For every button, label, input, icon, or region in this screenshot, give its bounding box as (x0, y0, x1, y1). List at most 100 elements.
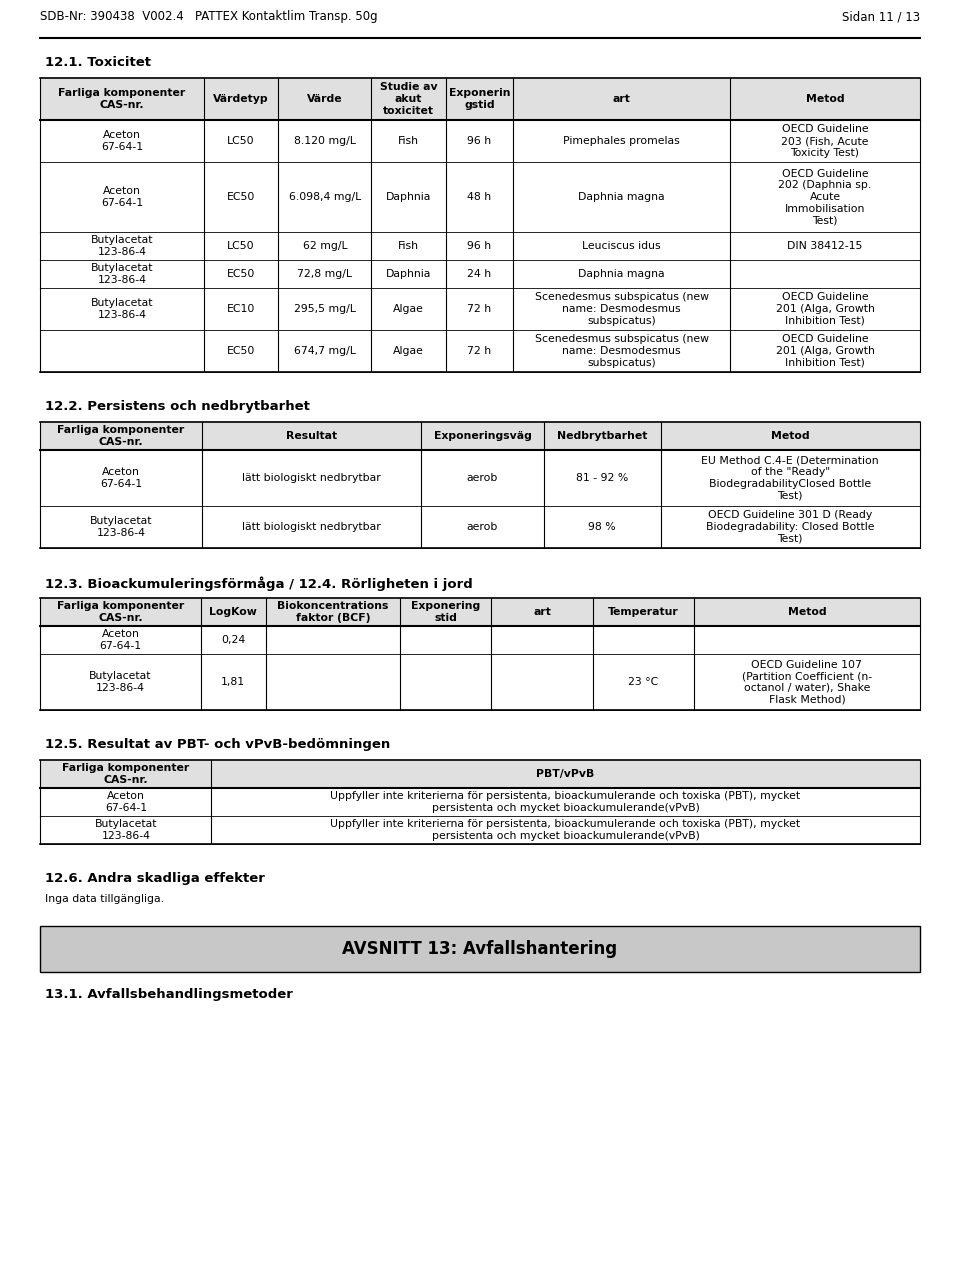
Text: LC50: LC50 (228, 241, 254, 251)
Bar (40, 232, 920, 260)
Text: 72 h: 72 h (468, 346, 492, 355)
Text: 12.6. Andra skadliga effekter: 12.6. Andra skadliga effekter (45, 872, 265, 885)
Text: Uppfyller inte kriterierna för persistenta, bioackumulerande och toxiska (PBT), : Uppfyller inte kriterierna för persisten… (330, 791, 801, 813)
Text: Farliga komponenter
CAS-nr.: Farliga komponenter CAS-nr. (62, 764, 189, 784)
Text: 48 h: 48 h (468, 192, 492, 202)
Text: Studie av
akut
toxicitet: Studie av akut toxicitet (380, 82, 438, 116)
Text: Butylacetat
123-86-4: Butylacetat 123-86-4 (95, 819, 157, 841)
Text: 12.5. Resultat av PBT- och vPvB-bedömningen: 12.5. Resultat av PBT- och vPvB-bedömnin… (45, 738, 391, 751)
Text: lätt biologiskt nedbrytbar: lätt biologiskt nedbrytbar (242, 522, 381, 532)
Text: Metod: Metod (771, 431, 809, 440)
Text: 6.098,4 mg/L: 6.098,4 mg/L (289, 192, 361, 202)
Text: Leuciscus idus: Leuciscus idus (583, 241, 661, 251)
Text: LC50: LC50 (228, 137, 254, 146)
Text: EC50: EC50 (227, 346, 255, 355)
Text: EC50: EC50 (227, 269, 255, 279)
Text: 8.120 mg/L: 8.120 mg/L (294, 137, 356, 146)
Text: Daphnia magna: Daphnia magna (579, 269, 665, 279)
Text: 12.1. Toxicitet: 12.1. Toxicitet (45, 55, 151, 70)
Text: EC10: EC10 (227, 304, 255, 314)
Text: Algae: Algae (394, 346, 424, 355)
Text: SDB-Nr: 390438  V002.4   PATTEX Kontaktlim Transp. 50g: SDB-Nr: 390438 V002.4 PATTEX Kontaktlim … (40, 10, 378, 23)
Text: OECD Guideline
201 (Alga, Growth
Inhibition Test): OECD Guideline 201 (Alga, Growth Inhibit… (776, 292, 875, 326)
Text: Uppfyller inte kriterierna för persistenta, bioackumulerande och toxiska (PBT), : Uppfyller inte kriterierna för persisten… (330, 819, 801, 841)
Text: Pimephales promelas: Pimephales promelas (564, 137, 680, 146)
Text: 72,8 mg/L: 72,8 mg/L (298, 269, 352, 279)
Text: Biokoncentrations
faktor (BCF): Biokoncentrations faktor (BCF) (277, 601, 389, 623)
Text: DIN 38412-15: DIN 38412-15 (787, 241, 863, 251)
Text: Farliga komponenter
CAS-nr.: Farliga komponenter CAS-nr. (58, 425, 184, 447)
Text: 62 mg/L: 62 mg/L (302, 241, 348, 251)
Bar (40, 79, 920, 120)
Text: Aceton
67-64-1: Aceton 67-64-1 (101, 187, 143, 207)
Bar (40, 598, 920, 626)
Text: 12.3. Bioackumuleringsförmåga / 12.4. Rörligheten i jord: 12.3. Bioackumuleringsförmåga / 12.4. Rö… (45, 576, 473, 591)
Text: EC50: EC50 (227, 192, 255, 202)
Text: OECD Guideline 107
(Partition Coefficient (n-
octanol / water), Shake
Flask Meth: OECD Guideline 107 (Partition Coefficien… (742, 659, 872, 705)
Text: 98 %: 98 % (588, 522, 616, 532)
Text: Farliga komponenter
CAS-nr.: Farliga komponenter CAS-nr. (57, 601, 184, 623)
Text: Daphnia magna: Daphnia magna (579, 192, 665, 202)
Text: Butylacetat
123-86-4: Butylacetat 123-86-4 (89, 671, 152, 693)
Text: Aceton
67-64-1: Aceton 67-64-1 (101, 130, 143, 152)
Text: Metod: Metod (805, 94, 845, 104)
Text: 96 h: 96 h (468, 241, 492, 251)
Text: 81 - 92 %: 81 - 92 % (576, 473, 628, 483)
Text: Fish: Fish (398, 137, 420, 146)
Text: Exponerin
gstid: Exponerin gstid (448, 88, 510, 109)
Text: Scenedesmus subspicatus (new
name: Desmodesmus
subspicatus): Scenedesmus subspicatus (new name: Desmo… (535, 292, 708, 326)
Text: Daphnia: Daphnia (386, 192, 431, 202)
Bar (40, 120, 920, 162)
Text: Daphnia: Daphnia (386, 269, 431, 279)
Text: Värdetyp: Värdetyp (213, 94, 269, 104)
Text: Butylacetat
123-86-4: Butylacetat 123-86-4 (91, 236, 154, 256)
Text: Aceton
67-64-1: Aceton 67-64-1 (100, 468, 142, 489)
Text: aerob: aerob (467, 473, 498, 483)
Text: OECD Guideline
203 (Fish, Acute
Toxicity Test): OECD Guideline 203 (Fish, Acute Toxicity… (781, 125, 869, 157)
Bar (40, 162, 920, 232)
Text: lätt biologiskt nedbrytbar: lätt biologiskt nedbrytbar (242, 473, 381, 483)
Bar (40, 289, 920, 330)
Text: 23 °C: 23 °C (629, 677, 659, 687)
Text: 1,81: 1,81 (221, 677, 246, 687)
Bar (40, 654, 920, 710)
Text: Resultat: Resultat (286, 431, 337, 440)
Text: art: art (533, 607, 551, 617)
Text: AVSNITT 13: Avfallshantering: AVSNITT 13: Avfallshantering (343, 940, 617, 958)
Text: 24 h: 24 h (468, 269, 492, 279)
Text: 674,7 mg/L: 674,7 mg/L (294, 346, 356, 355)
Text: OECD Guideline
201 (Alga, Growth
Inhibition Test): OECD Guideline 201 (Alga, Growth Inhibit… (776, 335, 875, 367)
Text: Metod: Metod (787, 607, 827, 617)
Text: EU Method C.4-E (Determination
of the "Ready"
BiodegradabilityClosed Bottle
Test: EU Method C.4-E (Determination of the "R… (702, 456, 879, 501)
Text: Värde: Värde (307, 94, 343, 104)
Text: PBT/vPvB: PBT/vPvB (537, 769, 594, 779)
Text: 295,5 mg/L: 295,5 mg/L (294, 304, 356, 314)
Bar (40, 817, 920, 844)
Text: 0,24: 0,24 (221, 635, 246, 645)
Bar (40, 788, 920, 817)
Text: Fish: Fish (398, 241, 420, 251)
Text: Sidan 11 / 13: Sidan 11 / 13 (842, 10, 920, 23)
Text: Scenedesmus subspicatus (new
name: Desmodesmus
subspicatus): Scenedesmus subspicatus (new name: Desmo… (535, 335, 708, 367)
Text: Farliga komponenter
CAS-nr.: Farliga komponenter CAS-nr. (59, 88, 185, 109)
Text: 96 h: 96 h (468, 137, 492, 146)
Text: Inga data tillgängliga.: Inga data tillgängliga. (45, 894, 164, 904)
Text: art: art (612, 94, 631, 104)
Text: 72 h: 72 h (468, 304, 492, 314)
Text: Nedbrytbarhet: Nedbrytbarhet (557, 431, 647, 440)
Text: Butylacetat
123-86-4: Butylacetat 123-86-4 (91, 263, 154, 285)
Bar (40, 926, 920, 972)
Bar (40, 422, 920, 450)
Bar (40, 260, 920, 289)
Bar (40, 626, 920, 654)
Text: LogKow: LogKow (209, 607, 257, 617)
Text: Butylacetat
123-86-4: Butylacetat 123-86-4 (89, 516, 153, 538)
Text: OECD Guideline
202 (Daphnia sp.
Acute
Immobilisation
Test): OECD Guideline 202 (Daphnia sp. Acute Im… (779, 169, 872, 225)
Text: OECD Guideline 301 D (Ready
Biodegradability: Closed Bottle
Test): OECD Guideline 301 D (Ready Biodegradabi… (706, 510, 875, 544)
Bar (40, 330, 920, 372)
Text: Temperatur: Temperatur (608, 607, 679, 617)
Text: Butylacetat
123-86-4: Butylacetat 123-86-4 (91, 299, 154, 319)
Bar (40, 506, 920, 547)
Text: 13.1. Avfallsbehandlingsmetoder: 13.1. Avfallsbehandlingsmetoder (45, 988, 293, 1001)
Text: Exponeringsväg: Exponeringsväg (434, 431, 532, 440)
